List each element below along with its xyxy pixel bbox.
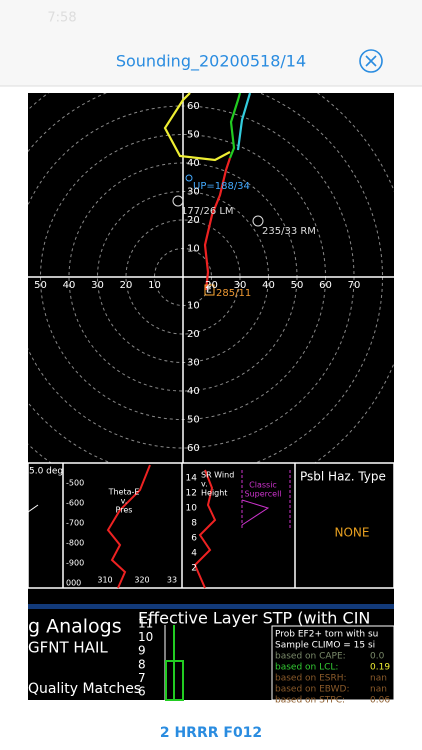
- prob-header: Sample CLIMO = 15 si: [275, 641, 375, 651]
- annotation: E: [206, 286, 212, 296]
- axis-label: 14: [186, 474, 198, 484]
- prob-label: based on STPC:: [275, 696, 345, 706]
- axis-label: 6: [138, 685, 146, 699]
- panel-borders: [27, 462, 395, 589]
- axis-label: 7: [138, 671, 146, 685]
- axis-label: 30: [234, 280, 247, 291]
- axis-label: 40: [187, 386, 200, 397]
- annotation: 235/33 RM: [262, 226, 316, 237]
- annotation: 285/11: [216, 288, 251, 299]
- axis-label: 20: [205, 280, 218, 291]
- prob-value: 0.19: [370, 663, 390, 673]
- sr-wind-trace: [193, 469, 217, 589]
- axis-label: 40: [187, 158, 200, 169]
- axis-label: 30: [91, 280, 104, 291]
- slinky-mark: [27, 504, 39, 513]
- analogs-text: g Analogs: [28, 616, 122, 638]
- prob-label: based on ESRH:: [275, 674, 347, 684]
- mean-wind-marker: [185, 174, 193, 182]
- axis-label: 40: [63, 280, 76, 291]
- panel-title: v.: [121, 497, 128, 506]
- panel-title: v.: [201, 480, 208, 489]
- prob-value: 0.0: [370, 652, 385, 662]
- axis-label: 50: [187, 415, 200, 426]
- axis-label: 30: [187, 358, 200, 369]
- prob-value: 0.06: [370, 696, 390, 706]
- axis-label: 2: [191, 564, 197, 574]
- axis-label: 60: [319, 280, 332, 291]
- prob-label: based on LCL:: [275, 663, 338, 673]
- axis-label: -800: [66, 539, 84, 548]
- axis-label: 60: [187, 101, 200, 112]
- hodograph-trace: [163, 92, 252, 291]
- axis-label: 20: [187, 215, 200, 226]
- axis-label: 60: [187, 443, 200, 454]
- axis-label: 6: [191, 534, 197, 544]
- analogs-text: Quality Matches: [28, 681, 141, 697]
- axis-label: -600: [66, 499, 84, 508]
- axis-label: 12: [186, 489, 197, 499]
- prob-value: nan: [370, 685, 387, 695]
- stp-title: Effective Layer STP (with CIN: [138, 609, 370, 628]
- panel-title: Height: [201, 489, 227, 498]
- stp-box: [165, 660, 184, 701]
- prob-value: nan: [370, 674, 387, 684]
- overlay-label: Classic: [249, 481, 277, 490]
- panel-title: SR Wind: [201, 471, 234, 480]
- supercell-range: [241, 499, 270, 526]
- panel-title: Pres: [116, 506, 133, 515]
- axis-label: 30: [187, 187, 200, 198]
- axis-label: -700: [66, 519, 84, 528]
- prob-header: Prob EF2+ torn with su: [275, 630, 378, 640]
- axis-label: 33: [167, 576, 177, 585]
- axis-label: 10: [186, 504, 198, 514]
- axis-label: -900: [66, 559, 84, 568]
- prob-box: [271, 625, 395, 701]
- header-title: Sounding_20200518/14: [116, 52, 306, 72]
- status-time: 7:58: [47, 11, 76, 26]
- axis-label: 10: [148, 280, 161, 291]
- annotation: 177/26 LM: [181, 206, 234, 217]
- sounding-image: [28, 93, 394, 700]
- axis-label: 310: [97, 576, 112, 585]
- axis-label: 40: [262, 280, 275, 291]
- axis-label: 20: [120, 280, 133, 291]
- axis-label: 4: [191, 549, 197, 559]
- panel-title: Theta-E: [108, 488, 140, 497]
- axis-label: 50: [34, 280, 47, 291]
- axis-label: 11: [138, 617, 153, 631]
- theta-e-trace: [106, 464, 151, 589]
- close-button[interactable]: [359, 49, 383, 73]
- header-bar: [0, 0, 422, 86]
- axis-label: 50: [187, 130, 200, 141]
- prob-label: based on CAPE:: [275, 652, 346, 662]
- axis-label: 20: [187, 329, 200, 340]
- overlay-label: Supercell: [244, 490, 281, 499]
- axis-label: 10: [138, 630, 153, 644]
- axis-label: -500: [66, 479, 84, 488]
- axis-label: 8: [191, 519, 197, 529]
- panel-label: 5.0 deg: [29, 467, 63, 477]
- storm-motion-box: [204, 284, 215, 296]
- prob-label: based on EBWD:: [275, 685, 350, 695]
- annotation: UP=188/34: [193, 181, 250, 192]
- storm-marker: [252, 215, 264, 227]
- axis-label: 8: [138, 657, 146, 671]
- axis-label: 000: [66, 579, 81, 588]
- hazard-value: NONE: [335, 526, 370, 540]
- axis-label: 9: [138, 644, 146, 658]
- axis-label: 10: [187, 244, 200, 255]
- analogs-text: GFNT HAIL: [28, 639, 108, 657]
- axis-label: 50: [291, 280, 304, 291]
- axis-label: 320: [134, 576, 149, 585]
- storm-marker: [172, 195, 184, 207]
- axis-label: 10: [187, 301, 200, 312]
- footer-caption: 2 HRRR F012: [160, 725, 262, 741]
- axis-label: 70: [348, 280, 361, 291]
- panel-title: Psbl Haz. Type: [300, 470, 386, 484]
- divider-band: [28, 604, 394, 609]
